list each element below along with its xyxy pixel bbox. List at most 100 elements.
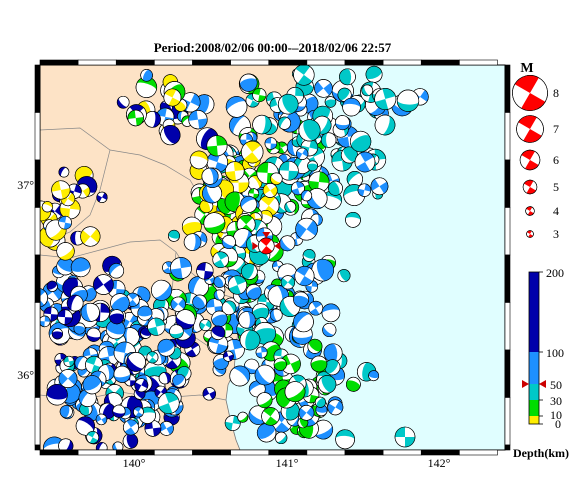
depth-scale-frame [528, 271, 540, 425]
focal-mechanism [254, 364, 276, 386]
focal-mechanism [321, 303, 341, 323]
depth-tick-30: 30 [550, 394, 562, 408]
focal-mechanism [58, 369, 78, 389]
depth-tick-50: 50 [550, 378, 562, 392]
lon-label-141: 141° [276, 456, 299, 470]
focal-mechanism [113, 365, 131, 383]
focal-mechanism [85, 355, 103, 374]
focal-mechanism [320, 132, 337, 148]
depth-tick-200: 200 [546, 266, 564, 280]
focal-mechanism [239, 329, 261, 351]
magnitude-legend-title: M [520, 61, 533, 76]
focal-mechanism [59, 405, 73, 419]
focal-mechanism [324, 96, 337, 108]
focal-mechanism [346, 376, 361, 392]
focal-mechanism [109, 309, 125, 325]
magnitude-legend-label: 8 [553, 86, 559, 100]
focal-mechanism [110, 293, 130, 313]
focal-mechanism [140, 69, 153, 82]
focal-mechanism [322, 322, 337, 338]
focal-mechanism [314, 79, 333, 98]
focal-mechanism [361, 84, 374, 97]
focal-mechanism [225, 161, 245, 181]
focal-mechanism [298, 404, 315, 421]
focal-mechanism [256, 392, 273, 409]
focal-mechanism [349, 130, 372, 153]
focal-mechanism [308, 300, 324, 316]
magnitude-legend-label: 7 [553, 122, 559, 136]
magnitude-legend-symbol [512, 75, 548, 111]
focal-mechanism [112, 404, 126, 418]
focal-mechanism [160, 124, 181, 146]
focal-mechanism [169, 324, 184, 339]
focal-mechanism [157, 338, 176, 357]
focal-mechanism [302, 249, 316, 262]
focal-mechanism [294, 266, 315, 287]
focal-mechanism [252, 87, 267, 103]
depth-tick-10: 10 [550, 408, 562, 422]
focal-mechanism [275, 431, 288, 445]
focal-mechanism [86, 327, 101, 342]
focal-mechanism [346, 170, 364, 188]
focal-mechanism [137, 305, 153, 321]
magnitude-legend-label: 3 [553, 227, 559, 241]
focal-mechanism [70, 257, 91, 278]
focal-mechanism [189, 150, 209, 170]
depth-band-mid3 [529, 352, 539, 384]
focal-mechanism [317, 375, 337, 394]
earthquake-mechanisms [40, 65, 429, 450]
focal-mechanism [248, 188, 260, 200]
focal-mechanism [255, 346, 268, 359]
focal-mechanism [51, 328, 63, 340]
focal-mechanism [365, 65, 383, 83]
depth-band-shallow [529, 416, 539, 424]
event-marker-top [262, 231, 271, 238]
depth-tick-100: 100 [546, 346, 564, 360]
focal-mechanism [93, 274, 114, 295]
magnitude-legend-label: 5 [553, 180, 559, 194]
focal-mechanism [95, 413, 108, 426]
focal-mechanism [225, 96, 248, 118]
focal-mechanism [224, 415, 241, 431]
focal-mechanism [196, 262, 214, 280]
focal-mechanism [229, 365, 251, 387]
focal-mechanism [277, 93, 299, 115]
focal-mechanism [339, 68, 356, 86]
focal-mechanism [345, 211, 361, 228]
focal-mechanism [342, 97, 361, 117]
focal-mechanism [340, 146, 358, 164]
focal-mechanism [157, 392, 180, 414]
focal-mechanism [264, 137, 278, 150]
focal-mechanism [159, 421, 174, 436]
focal-mechanism [105, 319, 126, 340]
focal-mechanism [296, 147, 309, 160]
focal-mechanism [273, 357, 287, 371]
focal-mechanism [170, 296, 186, 312]
depth-band-mid1 [529, 400, 539, 416]
focal-mechanism [327, 399, 344, 416]
focal-mechanism [63, 355, 75, 367]
focal-mechanism [151, 279, 172, 301]
focal-mechanism [167, 229, 180, 242]
focal-mechanism [240, 195, 258, 213]
focal-mechanism [245, 284, 262, 300]
focal-mechanism [82, 375, 102, 395]
depth-scale-label: Depth(km) [513, 446, 569, 460]
focal-mechanism [40, 288, 48, 308]
focal-mechanism [237, 411, 249, 423]
focal-mechanism [126, 352, 146, 372]
focal-mechanism [337, 269, 351, 283]
focal-mechanism [211, 310, 228, 327]
focal-mechanism [212, 251, 230, 269]
focal-mechanism [261, 407, 280, 426]
focal-mechanism [277, 116, 292, 130]
focal-mechanism [324, 359, 341, 376]
magnitude-legend-symbol [522, 179, 538, 195]
focal-mechanism [238, 311, 256, 329]
focal-mechanism [370, 177, 389, 196]
focal-mechanism [108, 263, 125, 279]
focal-mechanism [298, 119, 321, 142]
focal-mechanism [41, 201, 54, 213]
focal-mechanism [210, 325, 226, 340]
